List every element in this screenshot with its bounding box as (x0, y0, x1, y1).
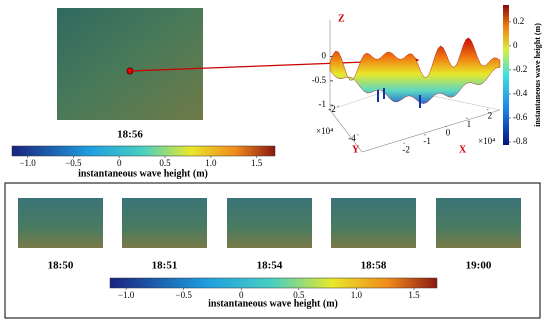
x-tick-label: 0 (446, 128, 451, 138)
time-label: 18:51 (152, 260, 178, 272)
z-tick-label: -1 (319, 99, 327, 109)
y-scale-label: ×10⁴ (316, 126, 333, 136)
colorbar-tick-label: 0 (239, 290, 244, 300)
sea-image (18, 198, 103, 248)
x-tick (403, 142, 405, 144)
x-tick-label: 1 (467, 119, 472, 129)
colorbar-tick-label: 1.0 (351, 290, 363, 300)
colorbar-tick-label: −0.5 (65, 158, 82, 168)
colorbar-tick-label: -0.6 (513, 112, 528, 122)
x-tick-label: -2 (402, 144, 410, 154)
surface-plot: Z Y X ×10⁴ ×10⁴ instantaneous wave heigh… (312, 5, 542, 155)
colorbar-tick-label: 1.5 (251, 158, 263, 168)
wave-surface (329, 37, 501, 104)
colorbar-tick-label: -0.4 (513, 88, 528, 98)
sea-image (331, 198, 416, 248)
x-scale-label: ×10⁴ (478, 136, 495, 146)
y-axis-label: Y (352, 144, 360, 155)
y-tick (357, 134, 359, 136)
time-label: 18:54 (257, 260, 283, 272)
colorbar-tick-label: −1.0 (19, 158, 36, 168)
colorbar-tick-label: -0.2 (513, 64, 527, 74)
z-tick-label: -0.5 (312, 75, 327, 85)
y-tick-label: -2 (328, 104, 336, 114)
time-label: 18:58 (361, 260, 387, 272)
time-label: 19:00 (466, 260, 492, 272)
colorbar-tick-label: 1.5 (408, 290, 420, 300)
sea-image (227, 198, 312, 248)
time-label: 18:56 (117, 129, 143, 141)
snapshot-panel (4, 182, 541, 319)
sea-image (122, 198, 207, 248)
x-tick (466, 117, 468, 119)
colorbar-tick-label: 0.2 (513, 16, 524, 26)
colorbar-label: instantaneous wave height (m) (533, 23, 542, 127)
colorbar-tick-label: 0.5 (293, 290, 305, 300)
colorbar-tick-label: 0 (117, 158, 122, 168)
x-axis-label: X (459, 144, 467, 155)
x-tick (424, 134, 426, 136)
z-tick-label: 0 (322, 51, 327, 61)
colorbar-tick-label: 1.0 (205, 158, 217, 168)
x-tick-label: 2 (488, 111, 493, 121)
colorbar-tick-label: 0.5 (159, 158, 171, 168)
colorbar-tick-label: −1.0 (118, 290, 135, 300)
x-tick (445, 125, 447, 128)
x-tick (487, 109, 489, 111)
colorbar (11, 145, 276, 157)
colorbar-tick-label: 0 (513, 40, 518, 50)
colorbar-label: instantaneous wave height (m) (208, 298, 338, 309)
colorbar (503, 5, 509, 145)
time-label: 18:50 (48, 260, 74, 272)
colorbar-tick-label: −0.5 (176, 290, 193, 300)
colorbar (109, 277, 438, 289)
y-tick (337, 105, 339, 107)
sea-image (436, 198, 521, 248)
colorbar-tick-label: -0.8 (513, 136, 528, 146)
x-tick-label: -1 (423, 136, 431, 146)
sea-image (57, 8, 203, 120)
y-tick-label: -4 (348, 133, 356, 143)
colorbar-label: instantaneous wave height (m) (78, 168, 208, 179)
z-axis-label: Z (338, 13, 345, 24)
